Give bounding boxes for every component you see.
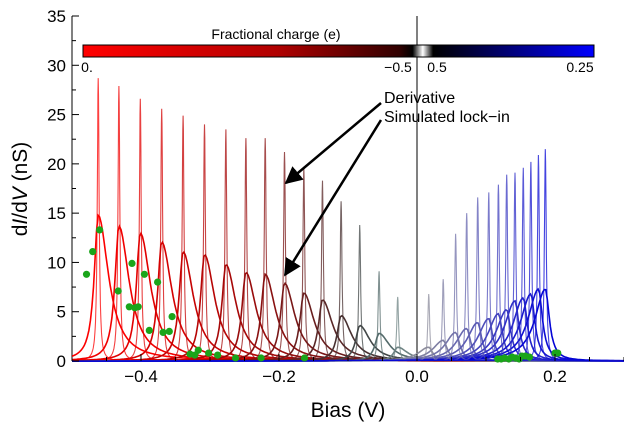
annotation-derivative-label: Derivative — [384, 90, 455, 107]
colorbar-tick-label: −0.5 — [384, 59, 412, 75]
measured-point — [125, 303, 133, 311]
y-tick-label: 25 — [47, 106, 66, 125]
colorbar: Fractional charge (e) 0. −0.5 0.5 0.25 — [81, 26, 595, 75]
x-tick-label: −0.2 — [262, 367, 296, 386]
derivative-curve — [72, 180, 624, 362]
derivative-curve — [72, 138, 624, 362]
x-tick-label: 0.2 — [543, 367, 567, 386]
derivative-curve — [72, 149, 624, 362]
colorbar-title: Fractional charge (e) — [211, 26, 340, 42]
plot-area: 0 5 10 15 20 25 30 35 −0.4 −0.2 0.0 0.2 — [47, 7, 624, 386]
x-axis-label: Bias (V) — [311, 399, 386, 422]
annotation-lockin-label: Simulated lock−in — [384, 109, 510, 126]
measured-point — [300, 354, 309, 362]
measured-point — [168, 313, 176, 321]
measured-point — [145, 326, 153, 334]
measured-point — [205, 349, 213, 357]
y-tick-label: 20 — [47, 155, 66, 174]
y-tick-label: 15 — [47, 204, 66, 223]
colorbar-tick-label: 0.25 — [566, 59, 593, 75]
lockin-curve — [72, 224, 624, 362]
derivative-curve — [72, 78, 624, 362]
derivative-curve — [72, 151, 624, 362]
measured-point — [114, 287, 122, 295]
y-tick-label: 10 — [47, 253, 66, 272]
tick-group: 0 5 10 15 20 25 30 35 −0.4 −0.2 0.0 0.2 — [47, 7, 624, 386]
measured-point — [128, 259, 136, 267]
measured-point — [82, 270, 91, 278]
measured-point — [257, 354, 265, 362]
measured-point — [134, 303, 142, 311]
annotation-group: Derivative Simulated lock−in — [283, 90, 510, 277]
measured-point — [554, 349, 562, 357]
derivative-curve — [72, 224, 624, 362]
x-tick-label: −0.4 — [124, 367, 158, 386]
y-axis-label: dI/dV (nS) — [9, 142, 32, 237]
derivative-curve — [72, 154, 624, 362]
annotation-lockin-arrow — [283, 119, 383, 277]
measured-point — [89, 248, 97, 256]
derivative-curve — [72, 197, 624, 362]
measured-point — [165, 327, 173, 335]
derivative-curve — [72, 201, 624, 362]
annotation-derivative-arrow — [284, 102, 382, 185]
colorbar-tick-label: 0. — [81, 59, 93, 75]
measured-points-group — [82, 226, 562, 363]
measured-point — [214, 351, 222, 359]
colorbar-gradient — [82, 44, 595, 58]
y-tick-label: 30 — [47, 56, 66, 75]
y-tick-label: 0 — [57, 352, 66, 371]
colorbar-tick-label: 0.5 — [427, 59, 447, 75]
measured-point — [525, 353, 534, 361]
measured-point — [96, 226, 104, 234]
x-tick-label: 0.0 — [405, 367, 429, 386]
y-tick-label: 5 — [57, 303, 66, 322]
measured-point — [140, 270, 148, 278]
measured-point — [159, 328, 167, 336]
curve-group — [72, 78, 624, 362]
measured-point — [231, 354, 240, 362]
measured-point — [154, 278, 162, 286]
measured-point — [194, 346, 202, 354]
y-tick-label: 35 — [47, 7, 66, 26]
